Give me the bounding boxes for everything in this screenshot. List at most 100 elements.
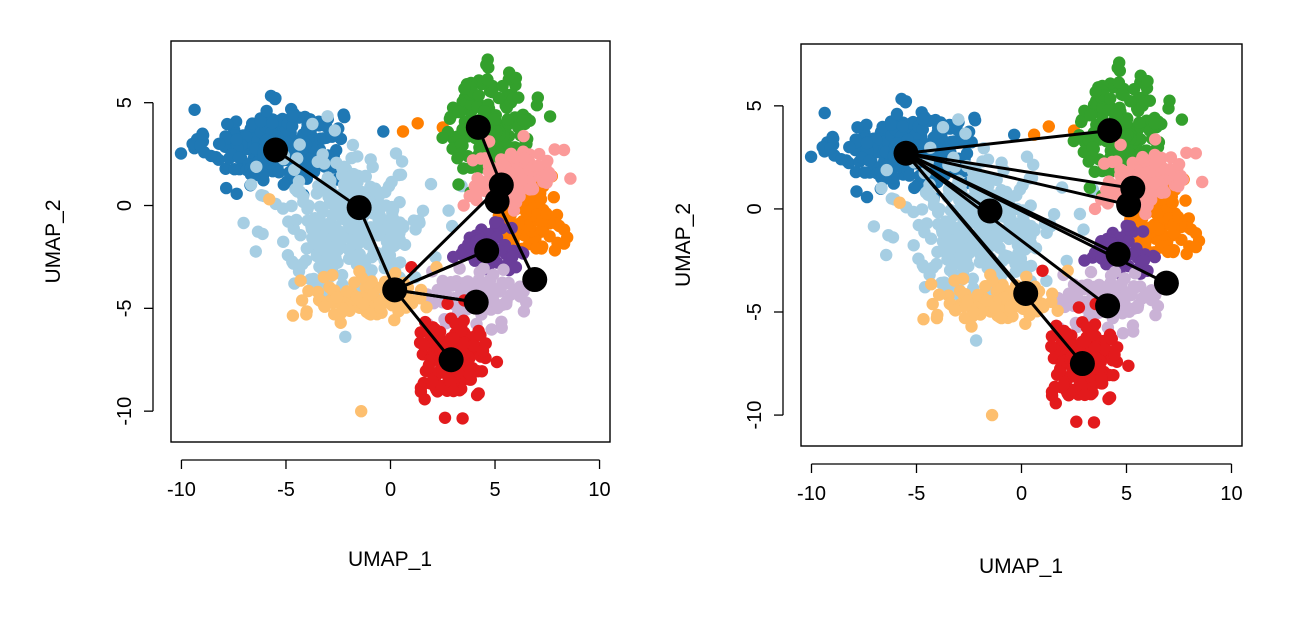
x-axis-label: UMAP_1 (979, 555, 1063, 578)
cell-point-light_blue (969, 334, 983, 347)
cell-point-light_blue (951, 256, 964, 270)
cell-point-tan (971, 288, 984, 302)
cell-point-light_blue (249, 245, 262, 258)
trajectory-nodes (263, 114, 548, 373)
cell-point-tan (985, 408, 999, 422)
cell-point-orange (540, 207, 553, 220)
cell-point-green (1082, 155, 1095, 168)
cell-point-dark_blue (824, 142, 837, 155)
cell-point-light_blue (907, 205, 920, 219)
cell-point-pink (517, 129, 530, 143)
cell-point-green (1109, 108, 1123, 121)
cell-point-pink (457, 199, 470, 212)
cell-point-red (1045, 340, 1058, 353)
cell-point-light_blue (920, 217, 933, 230)
cell-point-red (463, 368, 477, 381)
cell-points (174, 53, 577, 425)
trajectory-edge (905, 151, 1134, 190)
cell-point-dark_blue (196, 129, 210, 142)
cell-point-purple (509, 261, 523, 274)
y-tick-label: 0 (744, 203, 766, 214)
trajectory-edge (394, 288, 477, 304)
cell-point-light_blue (339, 330, 352, 343)
cell-point-tan (917, 313, 930, 326)
cell-point-green (1175, 113, 1189, 126)
cell-point-light_blue (1040, 274, 1053, 288)
cell-point-light_blue (1004, 251, 1018, 265)
cell-point-tan (956, 272, 970, 285)
cell-point-dark_blue (860, 136, 874, 150)
cell-point-dark_blue (885, 118, 898, 131)
cell-point-light_blue (322, 190, 335, 203)
trajectory-node (488, 172, 514, 198)
cell-point-red (447, 384, 460, 398)
cell-point-light_blue (385, 175, 398, 189)
cell-point-tan (326, 268, 339, 282)
cell-point-light_blue (943, 243, 956, 256)
cell-point-orange (1161, 245, 1175, 259)
cell-point-green (458, 82, 471, 96)
cell-point-pink (1173, 172, 1186, 186)
cell-point-light_blue (1073, 207, 1087, 221)
cell-point-red (1108, 348, 1121, 361)
y-axis: -10 -5 0 5 (744, 100, 784, 430)
cell-point-light_blue (398, 238, 412, 251)
cell-point-light_blue (966, 272, 979, 285)
cell-point-pink (470, 187, 484, 200)
cell-point-light_blue (958, 227, 972, 241)
cell-point-light_blue (387, 239, 401, 253)
cell-point-dark_blue (896, 120, 909, 133)
cell-point-red (1105, 332, 1119, 346)
cell-point-light_blue (1027, 158, 1040, 171)
cell-point-dark_blue (843, 140, 856, 154)
cell-point-green (509, 71, 523, 85)
cell-point-light_blue (880, 163, 893, 177)
cell-point-light_blue (337, 231, 350, 245)
cell-point-dark_blue (260, 104, 273, 118)
cell-point-tan (295, 294, 309, 307)
cell-point-tan (318, 300, 331, 313)
cell-point-light_blue (293, 138, 306, 151)
cell-point-pink (1114, 138, 1127, 151)
y-tick-label: 5 (114, 97, 136, 108)
cell-point-orange (530, 242, 543, 255)
trajectory-node (465, 114, 491, 140)
cell-point-green (1104, 92, 1117, 105)
trajectory-edge (393, 288, 453, 361)
cell-point-pink (1189, 147, 1203, 160)
cell-point-green (501, 113, 514, 126)
trajectory-edge (394, 249, 488, 292)
cell-point-dark_blue (254, 115, 268, 128)
right-umap-panel: -10 -5 0 5 10 UMAP_1 -10 -5 0 5 UMAP_2 (672, 43, 1243, 578)
cell-point-orange (1192, 234, 1206, 248)
cell-point-light_blue (364, 180, 377, 193)
cell-point-green (1111, 61, 1124, 75)
cell-point-dark_blue (219, 162, 232, 175)
cell-point-tan (389, 267, 402, 280)
cell-point-tan (300, 308, 313, 321)
cell-point-green (452, 178, 465, 191)
cell-point-tan (420, 301, 433, 314)
cell-point-light_blue (353, 248, 366, 261)
trajectory-node (522, 267, 548, 293)
cell-point-pink (1155, 186, 1168, 199)
cell-point-light_blue (917, 261, 931, 274)
cell-point-orange (1042, 120, 1056, 133)
cell-point-red (1087, 416, 1101, 429)
cell-point-light_blue (277, 235, 290, 248)
cell-point-purple (1136, 225, 1150, 238)
cell-point-dark_blue (903, 169, 916, 182)
cell-point-pink (474, 152, 488, 165)
trajectory-node (438, 347, 464, 373)
cell-point-light_blue (328, 124, 341, 137)
cell-point-green (480, 58, 493, 71)
cell-point-red (1045, 385, 1059, 398)
cell-point-tan (961, 294, 974, 308)
cell-point-light_blue (345, 151, 358, 165)
cell-point-orange (411, 117, 424, 130)
cell-point-lavender (1108, 265, 1122, 279)
cell-point-pink (541, 169, 554, 182)
x-axis-label: UMAP_1 (348, 548, 432, 571)
cell-point-green (454, 138, 468, 151)
y-axis: -10 -5 0 5 (114, 97, 154, 426)
